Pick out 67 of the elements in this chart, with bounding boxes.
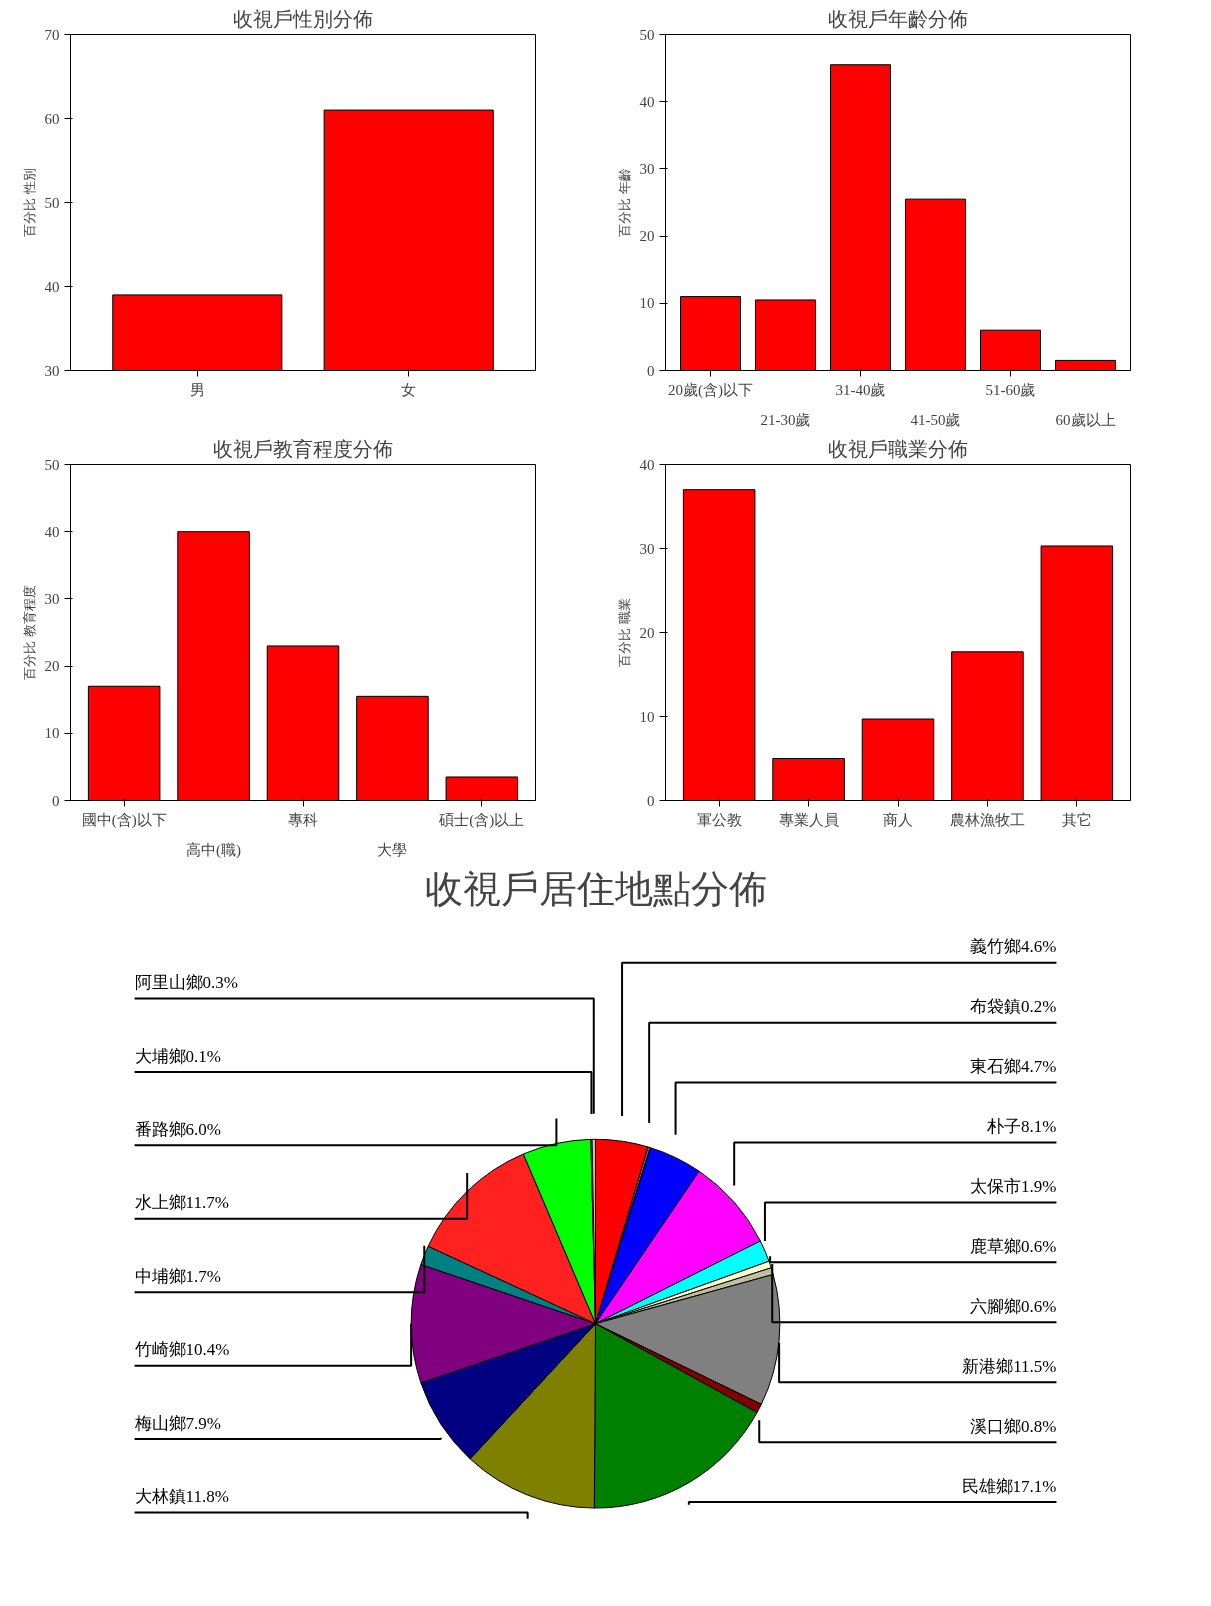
slice-label: 溪口鄉0.8%	[970, 1416, 1057, 1436]
x-tick-label: 31-40歲	[835, 381, 886, 398]
x-tick-label: 高中(職)	[186, 841, 242, 859]
slice-label: 中埔鄉1.7%	[134, 1266, 221, 1286]
slice-label: 東石鄉4.7%	[970, 1057, 1057, 1077]
x-tick-label: 51-60歲	[985, 381, 1036, 398]
slice-label: 大林鎮11.8%	[134, 1487, 229, 1507]
chart-title: 收視戶居住地點分佈	[424, 867, 767, 910]
y-tick-label: 50	[44, 456, 60, 473]
x-tick-label: 41-50歲	[910, 411, 961, 428]
y-tick-label: 70	[44, 26, 60, 43]
slice-label: 新港鄉11.5%	[962, 1356, 1057, 1376]
y-tick-label: 10	[639, 708, 655, 725]
y-tick-label: 40	[44, 278, 60, 295]
y-tick-label: 40	[44, 523, 60, 540]
x-tick-label: 21-30歲	[760, 411, 811, 428]
y-axis-title: 百分比 性別	[21, 168, 37, 237]
y-tick-label: 0	[52, 792, 60, 809]
x-tick-label: 60歲以上	[1055, 411, 1116, 428]
slice-label: 鹿草鄉0.6%	[970, 1237, 1057, 1257]
x-tick-label: 國中(含)以下	[81, 811, 167, 829]
y-axis-title: 百分比 職業	[616, 598, 632, 667]
x-tick-label: 其它	[1061, 811, 1092, 828]
slice-label: 太保市1.9%	[970, 1177, 1057, 1197]
x-tick-label: 農林漁牧工	[949, 811, 1025, 828]
chart-title: 收視戶職業分佈	[828, 437, 968, 460]
y-tick-label: 50	[44, 194, 60, 211]
y-axis-title: 百分比 教育程度	[21, 585, 37, 680]
y-tick-label: 10	[44, 725, 60, 742]
y-tick-label: 20	[44, 658, 60, 675]
slice-label: 民雄鄉17.1%	[961, 1476, 1057, 1496]
y-axis-title: 百分比 年齡	[616, 168, 632, 237]
x-tick-label: 大學	[377, 841, 408, 858]
slice-label: 番路鄉6.0%	[134, 1120, 221, 1140]
slice-label: 阿里山鄉0.3%	[134, 973, 238, 993]
x-tick-label: 碩士(含)以上	[438, 811, 525, 829]
chart-title: 收視戶教育程度分佈	[213, 437, 393, 460]
slice-label: 朴子8.1%	[986, 1117, 1057, 1137]
slice-label: 水上鄉11.7%	[134, 1193, 229, 1213]
x-tick-label: 專業人員	[778, 811, 839, 828]
y-tick-label: 10	[639, 295, 655, 312]
y-tick-label: 40	[639, 93, 655, 110]
chart-title: 收視戶性別分佈	[233, 7, 373, 30]
slice-label: 義竹鄉4.6%	[970, 937, 1057, 957]
x-tick-label: 專科	[288, 811, 318, 828]
y-tick-label: 30	[44, 362, 60, 379]
slice-label: 六腳鄉0.6%	[970, 1297, 1057, 1316]
y-tick-label: 40	[639, 456, 655, 473]
slice-label: 梅山鄉7.9%	[133, 1413, 221, 1433]
y-tick-label: 30	[639, 540, 655, 557]
y-tick-label: 0	[647, 792, 655, 809]
slice-label: 布袋鎮0.2%	[970, 997, 1057, 1017]
y-tick-label: 20	[639, 228, 655, 245]
slice-label: 大埔鄉0.1%	[134, 1046, 221, 1066]
y-tick-label: 60	[44, 110, 60, 127]
slice-label: 竹崎鄉10.4%	[134, 1340, 230, 1360]
y-tick-label: 0	[647, 362, 655, 379]
y-tick-label: 30	[639, 160, 655, 177]
y-tick-label: 50	[639, 26, 655, 43]
x-tick-label: 20歲(含)以下	[668, 381, 753, 399]
chart-title: 收視戶年齡分佈	[828, 7, 968, 30]
y-tick-label: 30	[44, 590, 60, 607]
x-tick-label: 軍公教	[696, 811, 742, 828]
y-tick-label: 20	[639, 624, 655, 641]
x-tick-label: 男	[189, 381, 205, 398]
x-tick-label: 商人	[883, 811, 913, 828]
x-tick-label: 女	[401, 381, 417, 398]
